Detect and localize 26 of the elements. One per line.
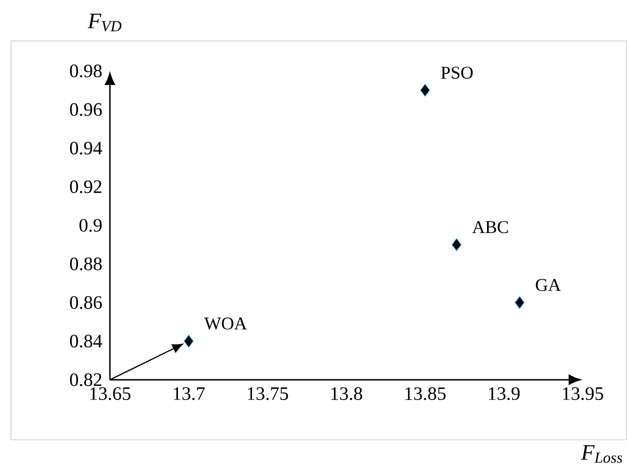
y-tick-label: 0.9 [79,219,102,232]
y-tick-label: 0.88 [70,258,102,271]
point [420,84,430,97]
x-tick-label: 13.65 [90,387,130,400]
y-tick-label: 0.96 [70,103,102,116]
y-tick-label: 0.84 [70,334,102,348]
x-tick-label: 13.95 [563,387,604,400]
annotation: ABC [472,221,508,234]
annotation: PSO [441,66,473,79]
y-tick-label: 0.98 [70,64,102,78]
y-tick-label: 0.92 [70,180,102,194]
y-axis-title: F$_{VD}$ [88,14,122,32]
point [452,238,462,252]
x-tick-label: 13.9 [488,387,520,400]
annotation: WOA [204,318,247,330]
x-tick-label: 13.75 [248,387,288,400]
x-tick-label: 13.7 [174,387,205,400]
x-tick-label: 13.85 [405,387,446,400]
y-tick-label: 0.82 [70,373,102,386]
point [184,335,194,348]
y-tick-label: 0.86 [70,296,102,310]
x-axis-title: F$_{Loss}$ [580,445,622,463]
y-tick-label: 0.94 [70,142,102,155]
x-tick-label: 13.8 [331,387,362,400]
annotation: GA [536,279,561,292]
point [514,296,524,309]
